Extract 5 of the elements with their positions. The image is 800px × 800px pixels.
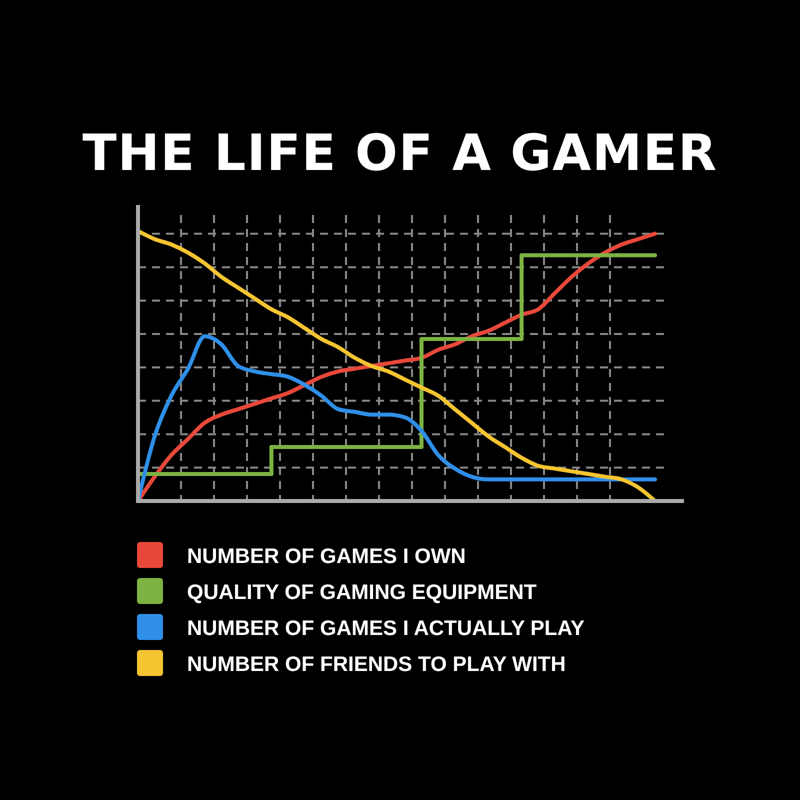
legend-label: NUMBER OF GAMES I ACTUALLY PLAY (187, 617, 584, 640)
legend-label: QUALITY OF GAMING EQUIPMENT (187, 581, 537, 604)
legend-label: NUMBER OF FRIENDS TO PLAY WITH (187, 653, 566, 676)
legend-label: NUMBER OF GAMES I OWN (187, 545, 466, 568)
chart-title: THE LIFE OF A GAMER (82, 124, 718, 182)
